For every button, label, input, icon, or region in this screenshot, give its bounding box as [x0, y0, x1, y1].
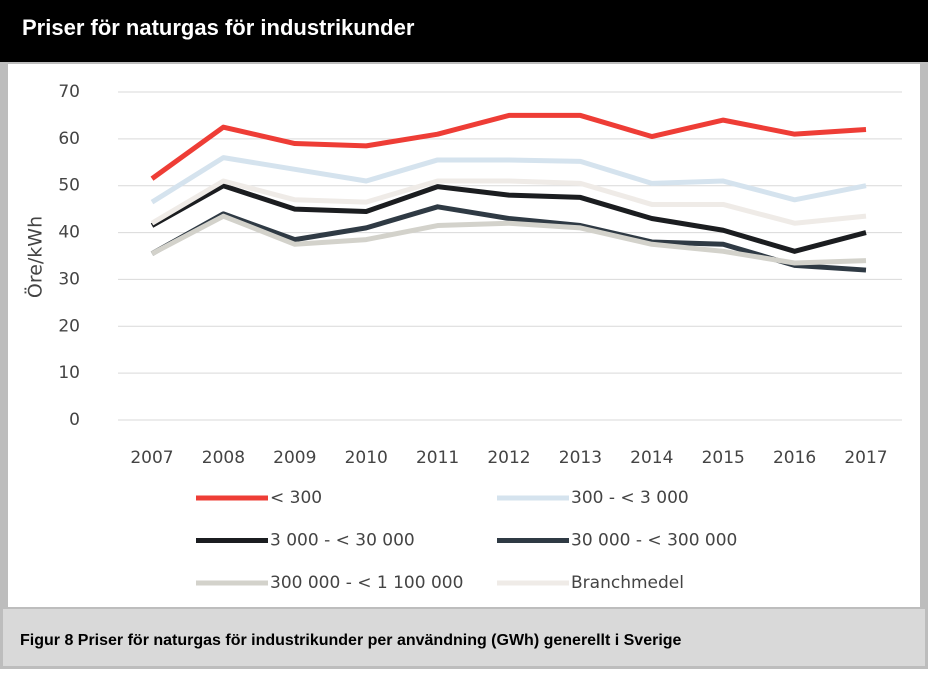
y-tick-label: 0	[69, 410, 80, 430]
y-tick-label: 70	[58, 82, 80, 102]
legend-label: 3 000 - < 30 000	[270, 531, 415, 551]
legend-label: Branchmedel	[571, 573, 684, 593]
x-tick-label: 2017	[844, 448, 887, 468]
y-tick-label: 60	[58, 129, 80, 149]
x-tick-label: 2012	[487, 448, 530, 468]
y-tick-label: 40	[58, 223, 80, 243]
x-tick-label: 2008	[202, 448, 245, 468]
legend-label: 30 000 - < 300 000	[571, 531, 737, 551]
series-line	[150, 178, 867, 226]
x-tick-label: 2014	[630, 448, 673, 468]
chart-title: Priser för naturgas för industrikunder	[22, 15, 415, 40]
y-tick-label: 50	[58, 176, 80, 196]
series-line	[150, 183, 867, 254]
series-line	[150, 112, 867, 181]
caption: Figur 8 Priser för naturgas för industri…	[20, 632, 682, 649]
x-tick-label: 2013	[559, 448, 602, 468]
x-tick-label: 2016	[773, 448, 816, 468]
x-tick-label: 2015	[702, 448, 745, 468]
series-line	[150, 155, 867, 205]
y-tick-label: 20	[58, 316, 80, 336]
series-line	[150, 204, 867, 273]
y-axis-label: Öre/kWh	[24, 216, 47, 298]
header	[0, 0, 928, 62]
x-tick-label: 2009	[273, 448, 316, 468]
plot-background	[8, 64, 920, 607]
legend-label: 300 - < 3 000	[571, 488, 689, 508]
y-tick-label: 10	[58, 363, 80, 383]
x-tick-label: 2011	[416, 448, 459, 468]
legend-label: < 300	[270, 488, 322, 508]
y-tick-label: 30	[58, 269, 80, 289]
caption-bar	[3, 609, 925, 666]
series-line	[150, 213, 867, 266]
x-tick-label: 2010	[345, 448, 388, 468]
legend-label: 300 000 - < 1 100 000	[270, 573, 463, 593]
x-tick-label: 2007	[130, 448, 173, 468]
